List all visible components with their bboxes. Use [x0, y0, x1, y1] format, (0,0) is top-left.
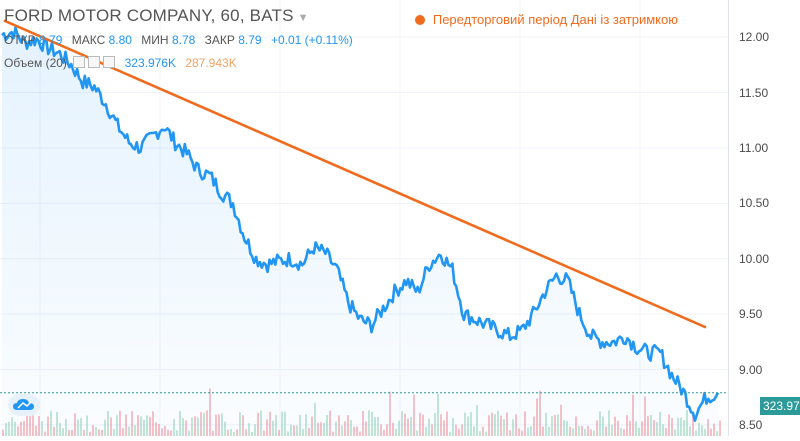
close-icon[interactable] — [103, 56, 116, 68]
low-label: МИН — [141, 33, 169, 47]
price-tick-label: 9.00 — [739, 362, 763, 377]
change-value: +0.01 (+0.11%) — [270, 33, 353, 47]
low-value: 8.78 — [171, 33, 196, 47]
open-value: 8.79 — [39, 33, 63, 47]
close-label: ЗАКР — [204, 33, 235, 47]
caret-down-icon[interactable]: ▼ — [297, 12, 309, 24]
high-label: МАКС — [71, 33, 106, 47]
close-value: 8.79 — [238, 33, 262, 47]
eye-icon[interactable] — [73, 56, 86, 68]
chart-area[interactable]: FORD MOTOR COMPANY, 60, BATS ▼ ОТКР 8.79 … — [0, 0, 728, 436]
price-tick-label: 9.50 — [739, 307, 763, 322]
symbol-header[interactable]: FORD MOTOR COMPANY, 60, BATS ▼ — [4, 6, 309, 26]
volume-ma-value: 287.943K — [185, 56, 237, 70]
price-tick-label: 11.50 — [739, 85, 769, 100]
price-tick-label: 10.50 — [739, 196, 770, 211]
open-label: ОТКР — [4, 33, 36, 47]
ohlc-legend: ОТКР 8.79 МАКС 8.80 МИН 8.78 ЗАКР 8.79 +… — [4, 33, 359, 47]
volume-label: Объем (20) — [4, 56, 67, 70]
price-tick-label: 8.50 — [739, 417, 763, 432]
volume-bar — [719, 420, 721, 436]
price-line — [1, 26, 720, 422]
premarket-text: Передторговий період Дані із затримкою — [432, 12, 678, 27]
cloud-icon[interactable] — [8, 394, 40, 416]
price-tick-label: 11.00 — [739, 140, 769, 155]
price-chart[interactable] — [0, 0, 728, 436]
volume-legend: Объем (20) 323.976K 287.943K — [4, 56, 237, 70]
price-area-fill — [2, 27, 718, 436]
price-tick-label: 12.00 — [739, 30, 770, 45]
price-tick-label: 10.00 — [739, 251, 770, 266]
volume-value: 323.976K — [124, 56, 176, 70]
last-price-label: 323.976K — [760, 397, 800, 415]
high-value: 8.80 — [108, 33, 132, 47]
premarket-dot-icon — [414, 15, 425, 25]
premarket-legend: Передторговий період Дані із затримкою — [414, 12, 678, 27]
settings-icon[interactable] — [88, 56, 101, 68]
symbol-title: FORD MOTOR COMPANY, 60, BATS — [4, 6, 294, 25]
price-axis[interactable]: 12.00 11.50 11.00 10.50 10.00 9.50 9.00 8.50 — [728, 0, 800, 436]
trend-line[interactable] — [3, 19, 707, 329]
